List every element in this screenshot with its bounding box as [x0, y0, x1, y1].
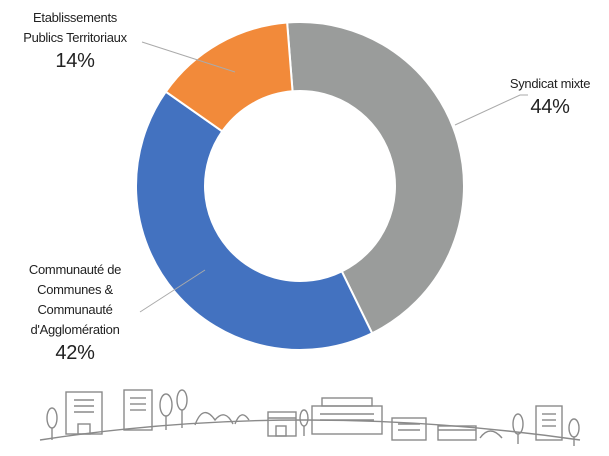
slice-label: Communauté de Communes & Communauté d'Ag…	[0, 260, 150, 366]
category-label: Etablissements Publics Territoriaux	[23, 10, 127, 45]
leader-line	[454, 94, 528, 126]
slice	[286, 21, 465, 335]
leader-line	[141, 41, 236, 73]
slice-label: Etablissements Publics Territoriaux 14%	[0, 8, 150, 74]
value-label: 14%	[55, 50, 95, 72]
donut	[135, 21, 465, 351]
category-label: Communauté de Communes & Communauté d'Ag…	[28, 262, 122, 337]
slice-label: Syndicat mixte 44%	[490, 74, 609, 120]
cityscape-illustration	[39, 389, 581, 446]
leader-lines	[139, 41, 528, 313]
value-label: 44%	[530, 96, 570, 118]
category-label: Syndicat mixte	[509, 76, 591, 91]
slice	[164, 21, 294, 133]
leader-line	[139, 269, 206, 313]
value-label: 42%	[55, 342, 95, 364]
slice	[135, 90, 374, 351]
